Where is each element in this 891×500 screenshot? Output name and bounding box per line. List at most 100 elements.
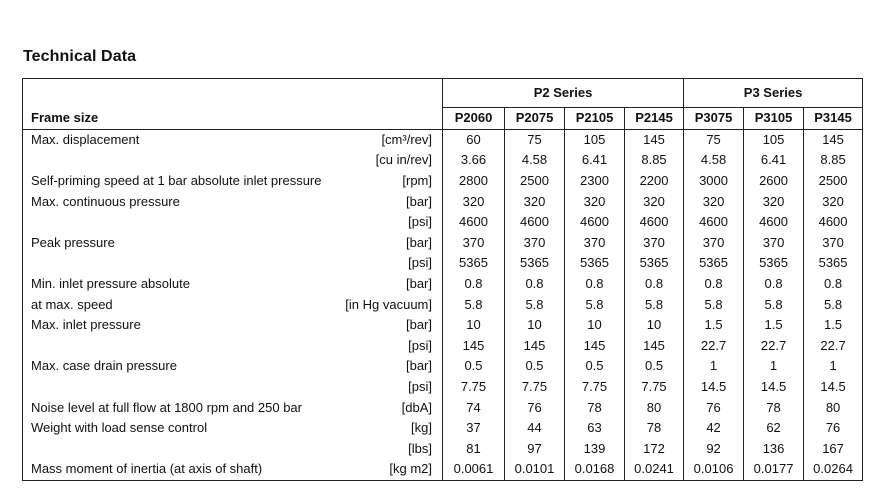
value-cell: 5365 xyxy=(442,253,505,274)
value-cell: 0.8 xyxy=(683,273,744,295)
row-unit: [bar] xyxy=(405,317,432,333)
value-cell: 320 xyxy=(623,191,684,212)
value-cell: 10 xyxy=(564,314,625,336)
value-cell: 60 xyxy=(442,129,505,151)
page-title: Technical Data xyxy=(23,48,137,65)
row-unit: [kg m2] xyxy=(342,459,443,481)
row-label xyxy=(22,438,343,460)
value-cell: 145 xyxy=(442,335,505,357)
row-label: Max. continuous pressure xyxy=(22,191,343,212)
value-cell: 75 xyxy=(504,129,565,151)
table-row: at max. speed [in Hg vacuum] 5.8 5.8 5.8 5.8 5… xyxy=(22,294,864,315)
model-header: P3145 xyxy=(803,107,864,130)
value-cell: 5.8 xyxy=(504,294,565,315)
value-cell: 0.0106 xyxy=(683,459,744,481)
value-cell: 0.0264 xyxy=(803,459,864,481)
table-row: [psi] 7.75 7.75 7.75 7.75 14.5 14.5 14.5 xyxy=(22,376,864,398)
table-row: Weight with load sense control [kg] 37 44 63… xyxy=(22,417,864,439)
value-cell: 22.7 xyxy=(743,335,804,357)
value-cell: 1 xyxy=(803,356,864,377)
value-cell: 0.0061 xyxy=(442,459,505,481)
value-cell: 4.58 xyxy=(683,150,744,171)
value-cell: 75 xyxy=(683,129,744,151)
row-label xyxy=(22,150,343,171)
table-row: Noise level at full flow at 1800 rpm and… xyxy=(22,397,864,418)
value-cell: 5.8 xyxy=(442,294,505,315)
series-header-p3: P3 Series xyxy=(683,78,864,108)
value-cell: 37 xyxy=(442,417,505,439)
row-unit: [kg] xyxy=(411,420,432,436)
row-label: Min. inlet pressure absolute xyxy=(22,273,343,295)
value-cell: 8.85 xyxy=(803,150,864,171)
value-cell: 4600 xyxy=(564,211,625,233)
value-cell: 76 xyxy=(803,417,864,439)
table-body: Max. displacement [cm³/rev] 60 75 105 145 75 10… xyxy=(22,129,864,481)
row-unit: [cm³/rev] xyxy=(381,131,432,147)
value-cell: 4600 xyxy=(803,211,864,233)
value-cell: 80 xyxy=(803,397,864,418)
value-cell: 5365 xyxy=(564,253,625,274)
value-cell: 0.8 xyxy=(623,273,684,295)
value-cell: 320 xyxy=(504,191,565,212)
row-label xyxy=(22,253,343,274)
row-unit: [bar] xyxy=(405,234,432,250)
value-cell: 5.8 xyxy=(564,294,625,315)
value-cell: 320 xyxy=(683,191,744,212)
value-cell: 5365 xyxy=(623,253,684,274)
value-cell: 4600 xyxy=(504,211,565,233)
value-cell: 0.0168 xyxy=(564,459,625,481)
model-header: P2075 xyxy=(504,107,565,130)
row-unit: [cu in/rev] xyxy=(375,152,432,168)
series-header-p2: P2 Series xyxy=(441,78,684,108)
value-cell: 62 xyxy=(743,417,804,439)
value-cell: 4600 xyxy=(442,211,505,233)
value-cell: 136 xyxy=(743,438,804,460)
value-cell: 0.8 xyxy=(564,273,625,295)
row-label: Self-priming speed at 1 bar absolute inl… xyxy=(22,170,343,192)
value-cell: 44 xyxy=(504,417,565,439)
value-cell: 5365 xyxy=(803,253,864,274)
value-cell: 5.8 xyxy=(743,294,804,315)
value-cell: 3000 xyxy=(683,170,744,192)
value-cell: 4600 xyxy=(683,211,744,233)
value-cell: 76 xyxy=(504,397,565,418)
value-cell: 5.8 xyxy=(803,294,864,315)
row-label xyxy=(22,335,343,357)
value-cell: 105 xyxy=(743,129,804,151)
value-cell: 0.5 xyxy=(623,356,684,377)
value-cell: 0.5 xyxy=(504,356,565,377)
row-label: Max. case drain pressure xyxy=(22,356,343,377)
value-cell: 167 xyxy=(803,438,864,460)
row-unit: [psi] xyxy=(408,255,432,271)
value-cell: 0.5 xyxy=(564,356,625,377)
value-cell: 7.75 xyxy=(564,376,625,398)
row-label xyxy=(22,211,343,233)
value-cell: 78 xyxy=(623,417,684,439)
value-cell: 22.7 xyxy=(803,335,864,357)
value-cell: 92 xyxy=(683,438,744,460)
value-cell: 0.5 xyxy=(442,356,505,377)
row-label: Max. inlet pressure xyxy=(22,314,343,336)
row-label: Max. displacement xyxy=(22,129,343,151)
table-row: [psi] 145 145 145 145 22.7 22.7 22.7 xyxy=(22,335,864,357)
row-unit: [bar] xyxy=(405,276,432,292)
row-label: at max. speed xyxy=(22,294,343,315)
value-cell: 139 xyxy=(564,438,625,460)
model-header: P2060 xyxy=(442,107,505,130)
value-cell: 14.5 xyxy=(743,376,804,398)
value-cell: 370 xyxy=(683,232,744,254)
value-cell: 4600 xyxy=(623,211,684,233)
value-cell: 172 xyxy=(623,438,684,460)
value-cell: 0.8 xyxy=(743,273,804,295)
value-cell: 1 xyxy=(743,356,804,377)
value-cell: 0.0177 xyxy=(743,459,804,481)
value-cell: 145 xyxy=(623,335,684,357)
value-cell: 97 xyxy=(504,438,565,460)
value-cell: 3.66 xyxy=(442,150,505,171)
value-cell: 5.8 xyxy=(623,294,684,315)
frame-size-unit-cell xyxy=(342,107,443,130)
row-unit: [psi] xyxy=(408,337,432,353)
table-row: Peak pressure [bar] 370 370 370 370 370 370 370 xyxy=(22,232,864,254)
value-cell: 320 xyxy=(564,191,625,212)
row-unit: [rpm] xyxy=(402,173,432,189)
